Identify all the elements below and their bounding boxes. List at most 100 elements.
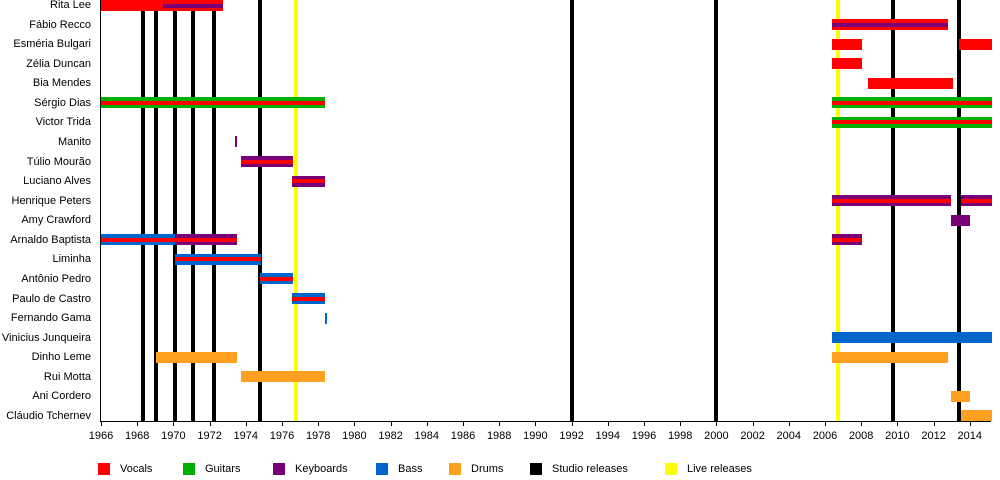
x-tick-label: 1968 <box>124 430 150 442</box>
member-bar-vocals <box>101 0 223 11</box>
member-bar-inner-vocals <box>175 257 262 262</box>
x-tick <box>933 421 935 426</box>
x-tick-label: 1976 <box>269 430 295 442</box>
member-name: Amy Crawford <box>21 214 91 227</box>
member-name: Rita Lee <box>50 0 91 11</box>
x-tick-label: 2004 <box>776 430 802 442</box>
member-name: Cláudio Tchernev <box>6 409 91 422</box>
member-bar-drums <box>950 390 970 402</box>
studio-release-line <box>714 0 719 421</box>
studio-release-line <box>956 0 961 421</box>
member-bar-vocals <box>832 58 863 70</box>
member-name: Bia Mendes <box>32 77 91 90</box>
member-name: Luciano Alves <box>23 175 91 188</box>
legend-label-bass: Bass <box>398 463 423 475</box>
member-bar-inner-vocals <box>960 198 992 203</box>
studio-release-line <box>191 0 196 421</box>
member-bar-inner-keyboards <box>832 22 949 27</box>
member-bar-inner-vocals <box>260 276 293 281</box>
x-tick-label: 1994 <box>595 430 621 442</box>
x-tick-label: 1990 <box>523 430 548 442</box>
x-tick <box>969 421 971 426</box>
x-tick-label: 1984 <box>414 430 440 442</box>
member-name: Sérgio Dias <box>34 96 91 109</box>
member-bar-inner-vocals <box>832 120 992 125</box>
x-tick <box>137 421 139 426</box>
member-bar-inner-vocals <box>101 100 326 105</box>
x-tick <box>535 421 537 426</box>
member-bar-drums <box>241 371 326 383</box>
member-name: Antônio Pedro <box>21 272 91 285</box>
legend-label-vocals: Vocals <box>120 463 153 475</box>
x-tick-label: 1996 <box>631 430 657 442</box>
studio-release-line <box>212 0 217 421</box>
x-tick <box>788 421 790 426</box>
x-tick <box>282 421 283 426</box>
x-tick <box>752 421 754 426</box>
member-bar-bass <box>832 332 992 344</box>
legend-label-studio: Studio releases <box>552 463 628 475</box>
member-bar-keyboards <box>234 136 237 148</box>
studio-release-line <box>140 0 145 421</box>
member-name: Dinho Leme <box>31 351 91 364</box>
member-bar-inner-keyboards <box>162 4 223 8</box>
x-tick <box>463 421 464 426</box>
x-tick <box>607 421 609 426</box>
legend-swatch-drums <box>449 463 461 475</box>
member-name: Manito <box>57 135 91 148</box>
legend-swatch-vocals <box>98 463 110 475</box>
x-tick <box>101 421 102 426</box>
live-release-line <box>835 0 840 421</box>
member-name: Esméria Bulgari <box>13 38 91 51</box>
x-tick-label: 1972 <box>197 430 222 442</box>
x-tick <box>354 421 356 426</box>
member-bar-inner-vocals <box>832 198 951 203</box>
legend-swatch-bass <box>376 463 388 475</box>
x-tick <box>318 421 320 426</box>
x-tick-label: 2000 <box>704 430 729 442</box>
x-tick <box>209 421 211 426</box>
member-bar-inner-vocals <box>101 237 176 242</box>
member-bar-inner-vocals <box>832 237 863 242</box>
x-tick <box>390 421 392 426</box>
member-bar-drums <box>156 351 237 363</box>
x-tick <box>897 421 899 426</box>
member-name: Paulo de Castro <box>12 292 91 305</box>
x-tick-label: 1992 <box>559 430 584 442</box>
live-release-line <box>294 0 299 421</box>
member-bar-drums <box>832 351 949 363</box>
x-tick <box>825 421 826 426</box>
x-tick-label: 1970 <box>161 430 186 442</box>
x-tick <box>499 421 501 426</box>
member-name: Túlio Mourão <box>26 155 91 168</box>
legend-swatch-studio <box>530 463 542 475</box>
x-tick <box>861 421 863 426</box>
studio-release-line <box>258 0 263 421</box>
member-name: Zélia Duncan <box>26 57 91 70</box>
member-name: Fábio Recco <box>29 18 91 31</box>
x-tick <box>644 421 645 426</box>
x-tick-label: 2002 <box>740 430 765 442</box>
legend-label-live: Live releases <box>687 463 752 475</box>
legend-label-guitars: Guitars <box>205 463 241 475</box>
x-tick <box>571 421 573 426</box>
y-axis <box>100 0 101 422</box>
member-name: Arnaldo Baptista <box>10 233 91 246</box>
x-tick-label: 1982 <box>378 430 403 442</box>
x-tick <box>716 421 718 426</box>
x-tick-label: 2006 <box>812 430 838 442</box>
x-tick <box>680 421 682 426</box>
x-tick <box>426 421 428 426</box>
x-tick-label: 1978 <box>305 430 331 442</box>
member-bar-inner-vocals <box>291 296 326 301</box>
x-tick-label: 1988 <box>486 430 512 442</box>
legend-swatch-live <box>665 463 677 475</box>
member-bar-keyboards <box>950 214 970 226</box>
studio-release-line <box>154 0 159 421</box>
x-tick-label: 1980 <box>342 430 367 442</box>
studio-release-line <box>569 0 574 421</box>
legend-label-keyboards: Keyboards <box>295 463 348 475</box>
x-axis <box>101 421 991 422</box>
member-name: Henrique Peters <box>11 194 92 207</box>
